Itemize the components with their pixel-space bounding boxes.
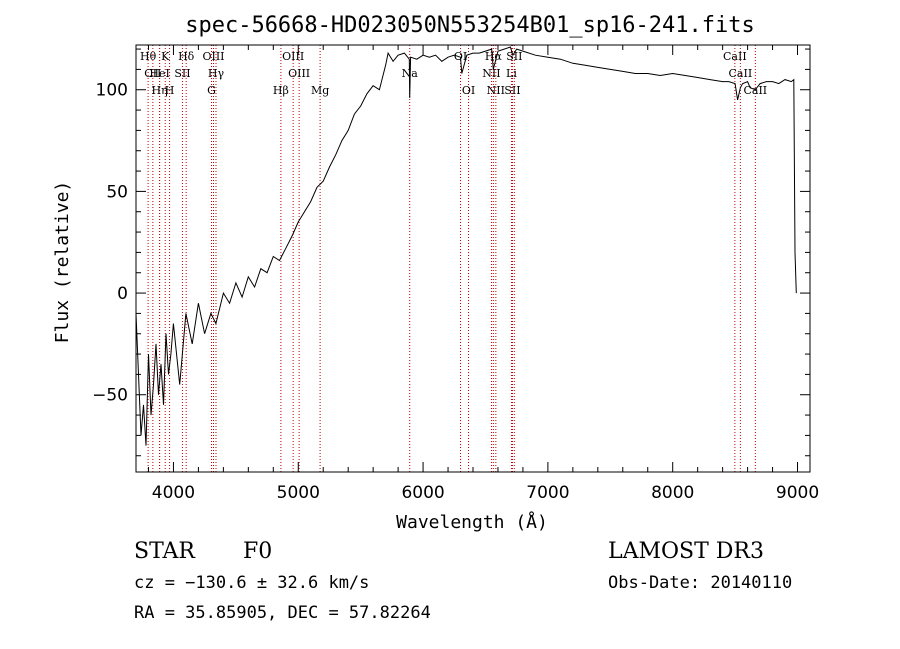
x-tick-label: 5000 <box>277 483 320 503</box>
marker-label: H <box>165 84 175 97</box>
marker-label: OIII <box>288 67 310 80</box>
marker-label: SII <box>504 84 520 97</box>
marker-label: CII <box>144 67 161 80</box>
marker-label: K <box>161 50 170 63</box>
marker-label: Hθ <box>140 50 157 63</box>
x-tick-label: 8000 <box>651 483 694 503</box>
survey-label: LAMOST DR3 <box>608 539 764 564</box>
marker-label: Li <box>506 67 517 80</box>
marker-label: OIII <box>202 50 224 63</box>
marker-label: OI <box>454 50 467 63</box>
y-axis: −50 0 50 100 <box>92 48 810 457</box>
marker-label: Hα <box>485 50 503 63</box>
class-label: STAR <box>134 539 195 564</box>
line-markers <box>147 45 756 472</box>
x-tick-label: 7000 <box>526 483 569 503</box>
y-tick-label: 100 <box>96 81 128 101</box>
marker-label: Hδ <box>178 50 195 63</box>
x-tick-label: 4000 <box>152 483 195 503</box>
marker-label: Hγ <box>208 67 225 80</box>
y-tick-label: 0 <box>117 284 128 304</box>
plot-frame <box>135 44 811 473</box>
marker-label: SII <box>174 67 190 80</box>
marker-label: OI <box>462 84 475 97</box>
obs-date-label: Obs-Date: 20140110 <box>608 573 793 593</box>
marker-label: CaII <box>723 50 747 63</box>
marker-label: CaII <box>743 84 767 97</box>
subclass-label: F0 <box>243 539 273 564</box>
marker-label: Hη <box>151 84 167 97</box>
marker-label: G <box>207 84 216 97</box>
marker-label: Mg <box>311 84 329 97</box>
marker-label: OIII <box>282 50 304 63</box>
x-axis-label: Wavelength (Å) <box>396 511 548 533</box>
x-axis: 4000 5000 6000 7000 8000 9000 <box>147 45 819 503</box>
marker-label: NII <box>482 67 500 80</box>
x-tick-label: 6000 <box>401 483 444 503</box>
chart-title: spec-56668-HD023050N553254B01_sp16-241.f… <box>185 13 755 38</box>
marker-label: CaII <box>729 67 753 80</box>
radec-label: RA = 35.85905, DEC = 57.82264 <box>134 603 431 623</box>
cz-label: cz = −130.6 ± 32.6 km/s <box>134 573 370 593</box>
marker-label: NII <box>487 84 505 97</box>
marker-label: Hβ <box>273 84 289 97</box>
x-tick-label: 9000 <box>776 483 819 503</box>
y-tick-label: 50 <box>106 182 128 202</box>
marker-label: SII <box>506 50 522 63</box>
y-axis-label: Flux (relative) <box>52 181 73 344</box>
spectrum-line <box>135 46 797 446</box>
y-tick-label: −50 <box>92 386 128 406</box>
marker-label: HeI <box>149 67 169 80</box>
